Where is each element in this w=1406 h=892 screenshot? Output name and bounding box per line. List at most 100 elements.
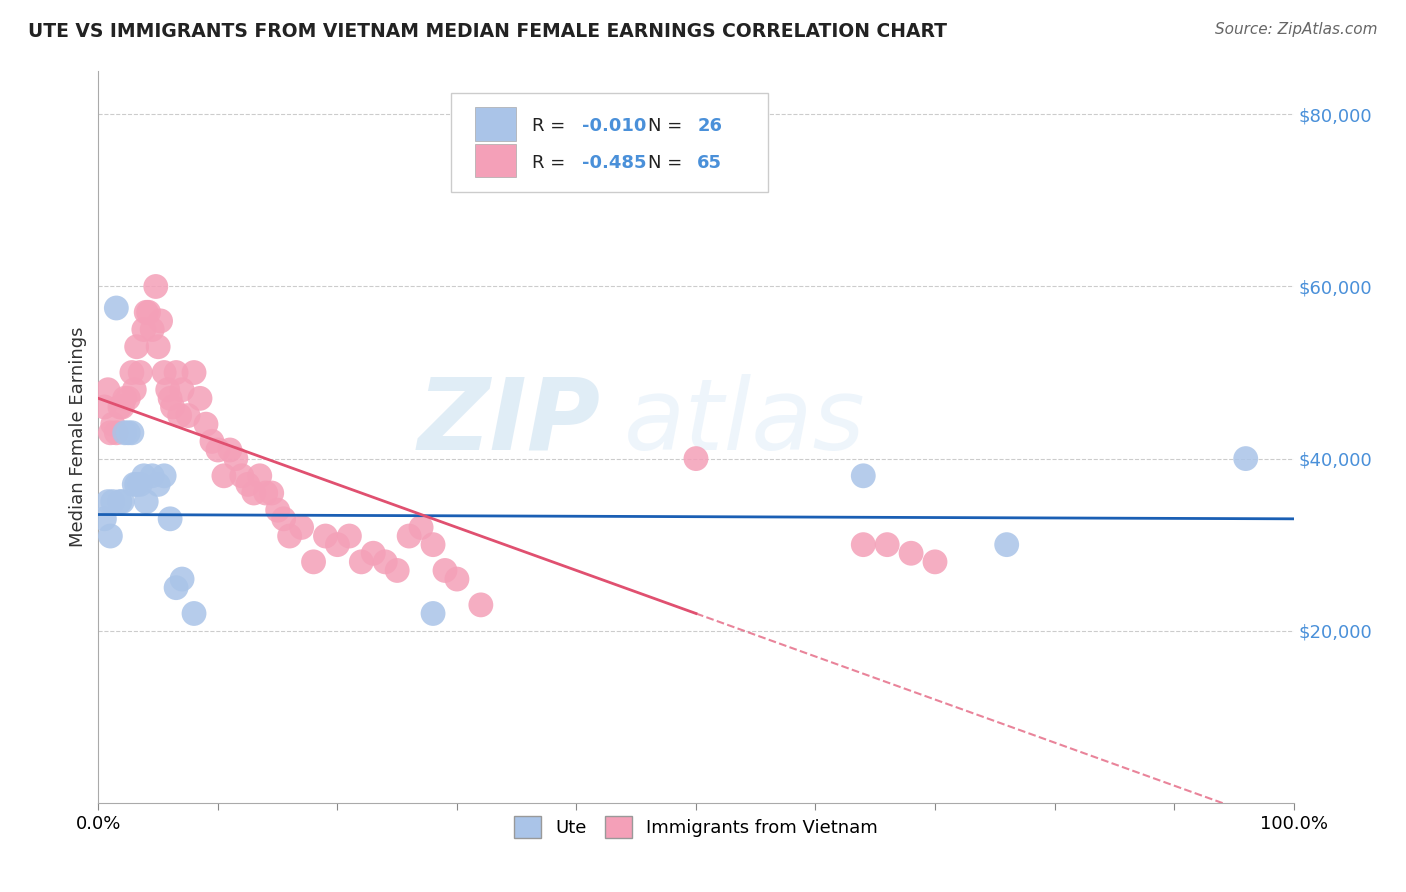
Point	[183, 366, 205, 380]
Point	[124, 477, 146, 491]
Text: N =: N =	[648, 117, 688, 136]
Point	[225, 451, 247, 466]
Point	[470, 598, 492, 612]
Point	[260, 486, 283, 500]
Point	[105, 425, 128, 440]
Point	[195, 417, 218, 432]
Point	[924, 555, 946, 569]
Point	[141, 322, 163, 336]
Point	[995, 538, 1018, 552]
Text: ZIP: ZIP	[418, 374, 600, 471]
Point	[138, 305, 160, 319]
Text: -0.010: -0.010	[582, 117, 647, 136]
Point	[141, 468, 163, 483]
Point	[97, 494, 120, 508]
Point	[121, 366, 143, 380]
Point	[108, 400, 131, 414]
Point	[385, 564, 409, 578]
Y-axis label: Median Female Earnings: Median Female Earnings	[69, 326, 87, 548]
Point	[169, 409, 191, 423]
Point	[98, 425, 122, 440]
FancyBboxPatch shape	[475, 144, 516, 178]
Point	[422, 538, 444, 552]
Point	[1234, 451, 1257, 466]
Point	[105, 301, 128, 315]
Point	[93, 400, 115, 414]
FancyBboxPatch shape	[475, 107, 516, 141]
Point	[350, 555, 373, 569]
Point	[876, 538, 898, 552]
Point	[254, 486, 277, 500]
Point	[153, 366, 176, 380]
Point	[363, 546, 385, 560]
Point	[148, 340, 170, 354]
Text: Source: ZipAtlas.com: Source: ZipAtlas.com	[1215, 22, 1378, 37]
Point	[278, 529, 301, 543]
Text: R =: R =	[533, 153, 571, 172]
Point	[422, 607, 444, 621]
Point	[149, 314, 172, 328]
Point	[162, 400, 184, 414]
Point	[117, 425, 139, 440]
Point	[108, 494, 131, 508]
Point	[101, 417, 124, 432]
Point	[188, 392, 211, 406]
Point	[159, 392, 181, 406]
Point	[114, 425, 136, 440]
Point	[148, 477, 170, 491]
Point	[165, 366, 187, 380]
Point	[125, 340, 148, 354]
Point	[93, 512, 115, 526]
Text: 26: 26	[697, 117, 723, 136]
Point	[219, 442, 242, 457]
Point	[315, 529, 337, 543]
Text: atlas: atlas	[624, 374, 866, 471]
Point	[114, 392, 136, 406]
Point	[398, 529, 420, 543]
Point	[111, 494, 134, 508]
Point	[153, 468, 176, 483]
Point	[326, 538, 349, 552]
Point	[183, 607, 205, 621]
Text: UTE VS IMMIGRANTS FROM VIETNAM MEDIAN FEMALE EARNINGS CORRELATION CHART: UTE VS IMMIGRANTS FROM VIETNAM MEDIAN FE…	[28, 22, 948, 41]
Point	[339, 529, 361, 543]
Text: R =: R =	[533, 117, 571, 136]
Point	[145, 279, 167, 293]
Point	[411, 520, 433, 534]
Point	[852, 468, 875, 483]
Point	[135, 494, 157, 508]
Point	[685, 451, 707, 466]
Point	[111, 400, 134, 414]
Point	[446, 572, 468, 586]
Point	[249, 468, 271, 483]
Point	[121, 425, 143, 440]
Point	[165, 581, 187, 595]
Point	[98, 529, 122, 543]
Point	[132, 322, 155, 336]
Point	[302, 555, 325, 569]
Point	[117, 392, 139, 406]
Point	[101, 494, 124, 508]
Text: N =: N =	[648, 153, 688, 172]
Point	[125, 477, 148, 491]
Point	[291, 520, 314, 534]
Point	[231, 468, 253, 483]
Point	[159, 512, 181, 526]
Point	[900, 546, 922, 560]
Point	[129, 477, 152, 491]
Point	[273, 512, 295, 526]
Point	[156, 383, 179, 397]
Legend: Ute, Immigrants from Vietnam: Ute, Immigrants from Vietnam	[506, 808, 886, 845]
FancyBboxPatch shape	[451, 94, 768, 192]
Point	[267, 503, 290, 517]
Point	[129, 366, 152, 380]
Point	[132, 468, 155, 483]
Point	[212, 468, 235, 483]
Point	[374, 555, 396, 569]
Text: -0.485: -0.485	[582, 153, 647, 172]
Point	[236, 477, 259, 491]
Point	[172, 383, 194, 397]
Point	[177, 409, 200, 423]
Point	[243, 486, 266, 500]
Point	[201, 434, 224, 449]
